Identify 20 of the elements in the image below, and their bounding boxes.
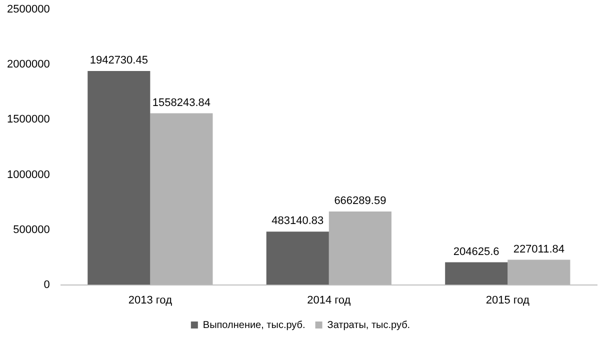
x-tick-label: 2015 год xyxy=(486,294,530,306)
x-tick-label: 2013 год xyxy=(128,294,173,306)
data-label: 666289.59 xyxy=(334,194,386,207)
y-tick-label: 2000000 xyxy=(6,58,50,71)
legend-label: Затраты, тыс.руб. xyxy=(327,320,410,331)
y-tick-label: 0 xyxy=(44,278,50,291)
legend-label: Выполнение, тыс.руб. xyxy=(202,320,306,331)
data-label: 227011.84 xyxy=(513,243,565,256)
y-tick-label: 500000 xyxy=(13,224,50,236)
x-tick-label: 2014 год xyxy=(307,294,352,306)
data-label: 483140.83 xyxy=(272,215,324,228)
data-label: 1942730.45 xyxy=(90,54,148,66)
y-tick-label: 1000000 xyxy=(6,168,50,181)
data-label: 204625.6 xyxy=(453,246,500,258)
bar xyxy=(445,262,508,285)
data-label: 1558243.84 xyxy=(152,96,211,109)
bar xyxy=(88,70,150,285)
y-tick-label: 2500000 xyxy=(6,4,50,16)
y-tick-label: 1500000 xyxy=(6,114,50,126)
bar xyxy=(266,232,329,285)
